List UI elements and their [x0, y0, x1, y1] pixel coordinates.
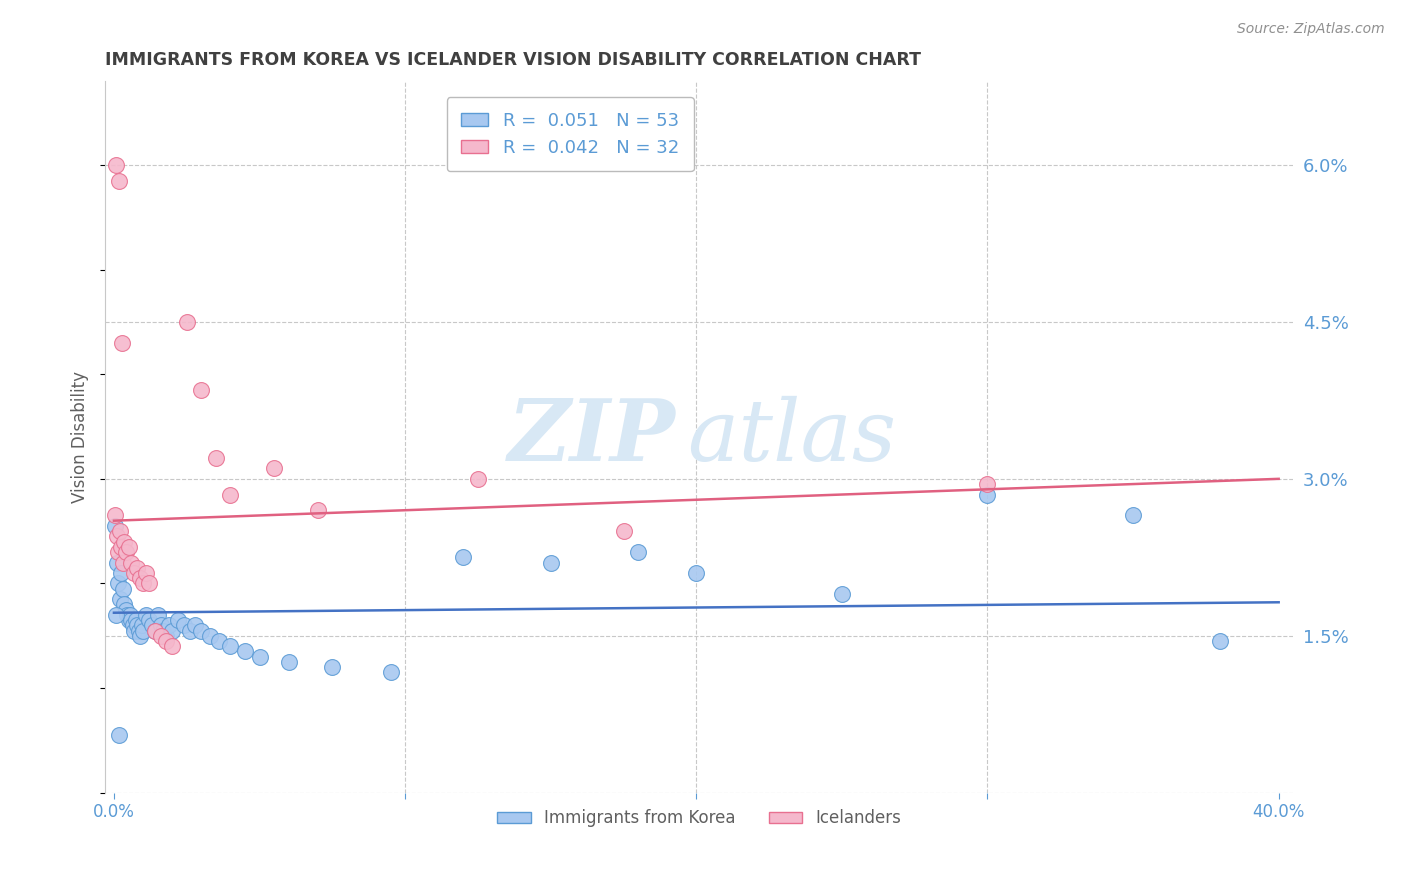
Point	[115, 607, 138, 622]
Point	[110, 540, 132, 554]
Point	[160, 639, 183, 653]
Point	[208, 634, 231, 648]
Point	[157, 618, 180, 632]
Point	[831, 587, 853, 601]
Point	[143, 624, 166, 638]
Point	[149, 618, 172, 632]
Point	[190, 624, 212, 638]
Point	[685, 566, 707, 580]
Point	[167, 613, 190, 627]
Legend: Immigrants from Korea, Icelanders: Immigrants from Korea, Icelanders	[491, 803, 908, 834]
Point	[111, 582, 134, 596]
Point	[112, 598, 135, 612]
Point	[179, 624, 201, 638]
Text: ZIP: ZIP	[508, 395, 675, 479]
Point	[114, 602, 136, 616]
Point	[190, 383, 212, 397]
Point	[104, 519, 127, 533]
Point	[118, 607, 141, 622]
Point	[205, 450, 228, 465]
Point	[117, 613, 139, 627]
Point	[128, 624, 150, 638]
Point	[263, 461, 285, 475]
Text: atlas: atlas	[688, 396, 897, 478]
Point	[131, 618, 153, 632]
Point	[138, 613, 160, 627]
Point	[219, 487, 242, 501]
Point	[155, 634, 177, 648]
Point	[105, 607, 128, 622]
Point	[135, 607, 157, 622]
Point	[467, 472, 489, 486]
Point	[122, 618, 145, 632]
Point	[129, 571, 152, 585]
Point	[105, 158, 128, 172]
Point	[160, 624, 183, 638]
Point	[976, 477, 998, 491]
Point	[143, 624, 166, 638]
Text: Source: ZipAtlas.com: Source: ZipAtlas.com	[1237, 22, 1385, 37]
Point	[1122, 508, 1144, 523]
Point	[627, 545, 650, 559]
Point	[249, 649, 271, 664]
Point	[149, 629, 172, 643]
Point	[198, 629, 221, 643]
Point	[124, 566, 146, 580]
Point	[105, 529, 128, 543]
Point	[120, 556, 142, 570]
Point	[135, 566, 157, 580]
Point	[108, 174, 131, 188]
Point	[127, 618, 149, 632]
Point	[321, 660, 343, 674]
Point	[152, 624, 174, 638]
Point	[176, 315, 198, 329]
Point	[155, 629, 177, 643]
Point	[453, 550, 475, 565]
Point	[105, 556, 128, 570]
Point	[132, 576, 155, 591]
Point	[104, 508, 127, 523]
Point	[120, 613, 142, 627]
Point	[976, 487, 998, 501]
Point	[380, 665, 402, 680]
Point	[132, 624, 155, 638]
Point	[111, 335, 134, 350]
Point	[233, 644, 256, 658]
Point	[129, 629, 152, 643]
Point	[117, 540, 139, 554]
Point	[612, 524, 634, 538]
Point	[540, 556, 562, 570]
Point	[125, 613, 148, 627]
Point	[127, 560, 149, 574]
Point	[277, 655, 299, 669]
Point	[146, 607, 169, 622]
Point	[108, 524, 131, 538]
Point	[112, 534, 135, 549]
Point	[107, 576, 129, 591]
Point	[307, 503, 329, 517]
Point	[110, 566, 132, 580]
Point	[124, 624, 146, 638]
Text: IMMIGRANTS FROM KOREA VS ICELANDER VISION DISABILITY CORRELATION CHART: IMMIGRANTS FROM KOREA VS ICELANDER VISIO…	[105, 51, 921, 69]
Point	[173, 618, 195, 632]
Point	[141, 618, 163, 632]
Point	[1209, 634, 1232, 648]
Y-axis label: Vision Disability: Vision Disability	[72, 371, 89, 503]
Point	[138, 576, 160, 591]
Point	[219, 639, 242, 653]
Point	[111, 556, 134, 570]
Point	[107, 545, 129, 559]
Point	[184, 618, 207, 632]
Point	[108, 728, 131, 742]
Point	[114, 545, 136, 559]
Point	[108, 592, 131, 607]
